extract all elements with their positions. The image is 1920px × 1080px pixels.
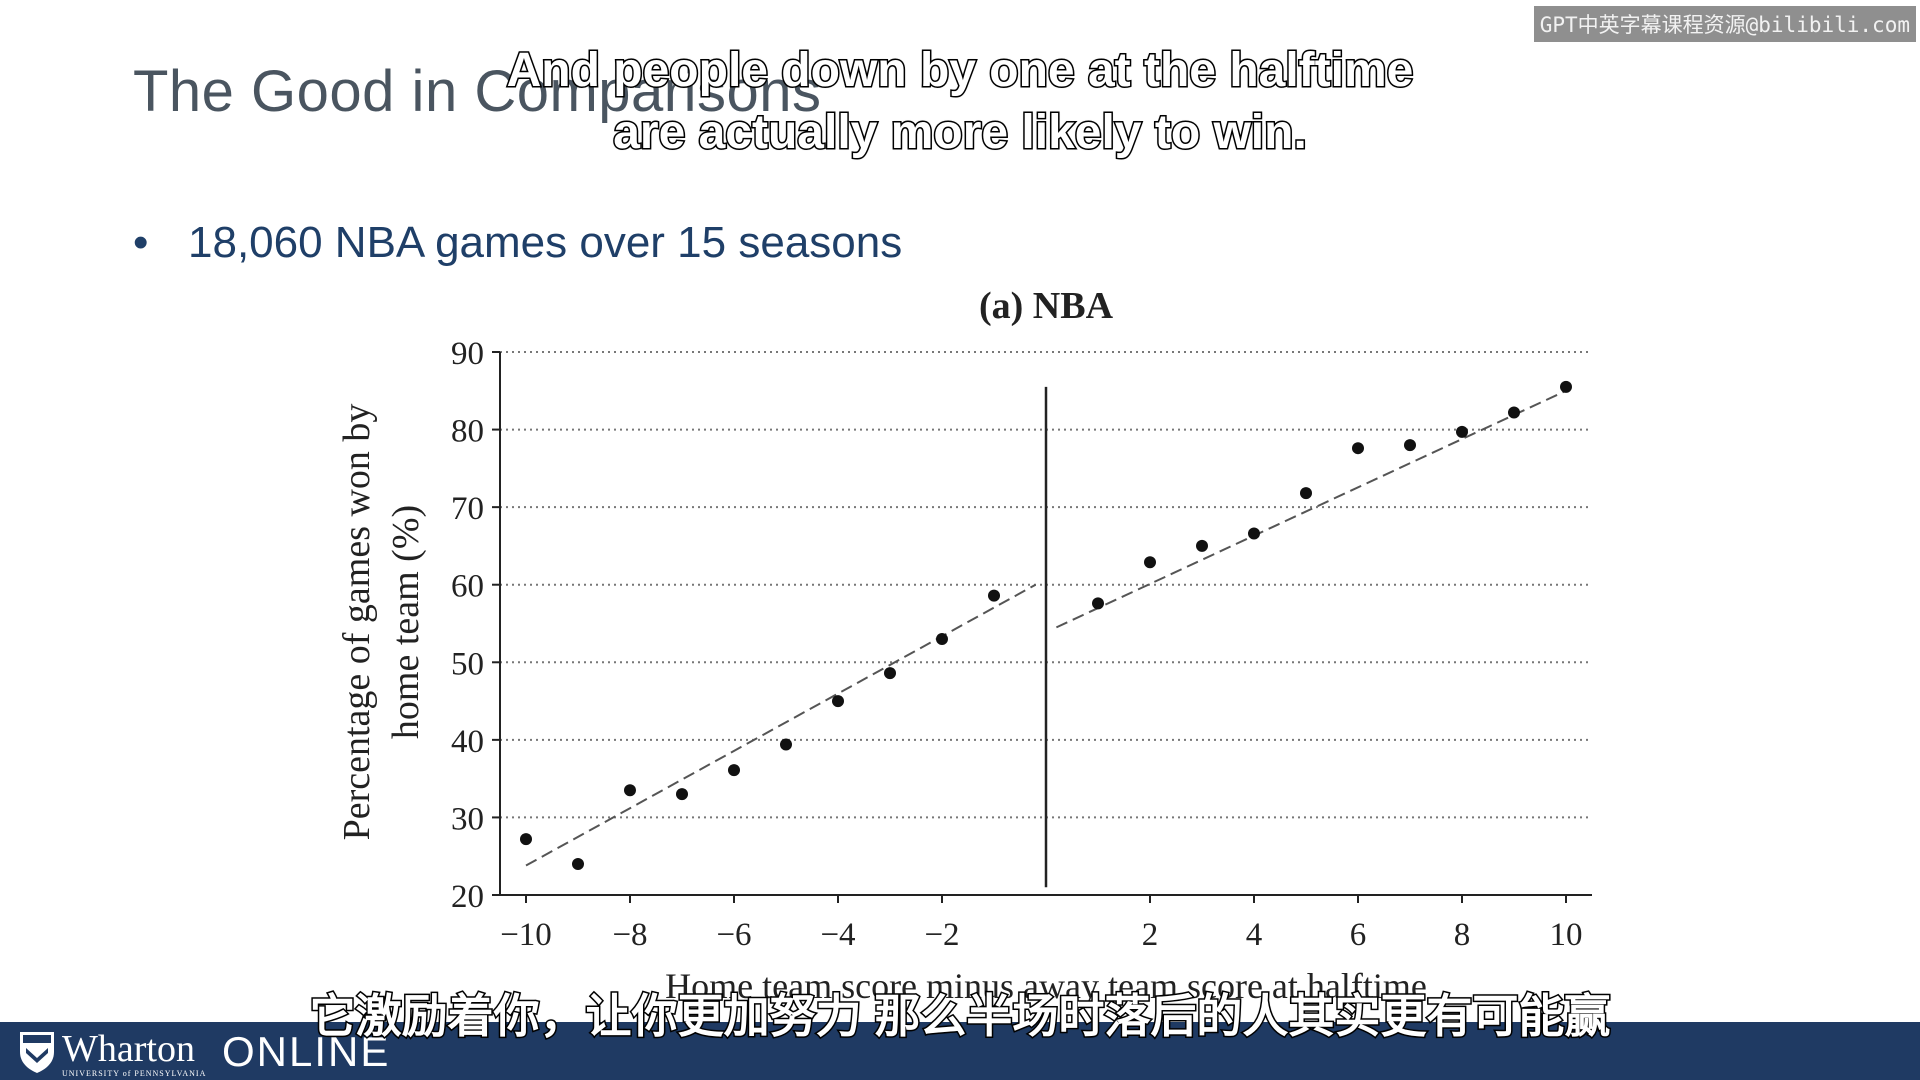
y-tick-label: 70 [451,491,484,527]
x-tick-label: −8 [612,917,647,953]
data-point [624,784,636,797]
fit-line [1055,389,1567,629]
points-layer [520,380,1572,870]
brand-subtitle: UNIVERSITY of PENNSYLVANIA [62,1069,207,1078]
data-point [1092,597,1104,610]
fit-line [525,583,1037,867]
data-point [780,738,792,751]
shield-icon [20,1032,54,1073]
x-tick-label: 10 [1550,917,1583,953]
data-point [728,764,740,777]
english-subtitle: And people down by one at the halftime a… [0,40,1920,164]
english-subtitle-line2: are actually more likely to win. [612,105,1309,161]
bullet-text: 18,060 NBA games over 15 seasons [188,218,903,267]
data-point [1248,527,1260,540]
slide-title: The Good in Comparisons [133,59,822,124]
online-label: ONLINE [222,1028,391,1075]
data-point [1560,380,1572,393]
axes-layer: 20 30 40 50 60 70 80 90 −10 −8 −6 −4 −2 2 4 6 8 10 [451,336,1592,953]
y-tick-label: 30 [451,801,484,837]
data-point [676,788,688,801]
x-tick-label: 6 [1350,917,1367,953]
data-point [520,833,532,846]
x-tick-label: −2 [924,917,959,953]
y-tick-label: 40 [451,724,484,760]
data-point [1144,556,1156,569]
x-tick-label: 8 [1454,917,1471,953]
y-tick-label: 50 [451,646,484,682]
chinese-subtitle: 它激励着你，让你更加努力 那么半场时落后的人其实更有可能赢 [308,989,1612,1044]
x-tick-label: 4 [1246,917,1263,953]
bullet-symbol: • [133,218,149,267]
y-tick-label: 60 [451,569,484,605]
footer-bar: Wharton UNIVERSITY of PENNSYLVANIA ONLIN… [0,1022,1920,1080]
x-axis-label: Home team score minus away team score at… [665,966,1427,1006]
data-point [1196,539,1208,552]
chart-title: (a) NBA [979,285,1114,327]
data-point [1456,425,1468,438]
data-point [1508,406,1520,419]
x-tick-label: −6 [716,917,751,953]
watermark: GPT中英字幕课程资源@bilibili.com [1533,6,1916,42]
y-axis-label-line1: Percentage of games won by [336,404,378,841]
data-point [1352,442,1364,455]
y-tick-label: 80 [451,414,484,450]
data-point [572,857,584,870]
x-tick-label: 2 [1142,917,1159,953]
x-tick-label: −10 [500,917,552,953]
x-tick-label: −4 [820,917,855,953]
y-tick-label: 20 [451,879,484,915]
data-point [832,695,844,708]
data-point [1404,439,1416,452]
y-tick-label: 90 [451,336,484,372]
data-point [1300,487,1312,500]
wharton-logo: Wharton UNIVERSITY of PENNSYLVANIA [18,1030,206,1078]
fit-lines-layer [525,389,1567,867]
bullet-item: • 18,060 NBA games over 15 seasons [133,218,902,268]
brand-name: Wharton [62,1028,195,1070]
english-subtitle-line1: And people down by one at the halftime [505,43,1415,99]
data-point [988,589,1000,602]
data-point [936,633,948,646]
data-point [884,667,896,680]
y-axis-label-line2: home team (%) [385,505,427,739]
